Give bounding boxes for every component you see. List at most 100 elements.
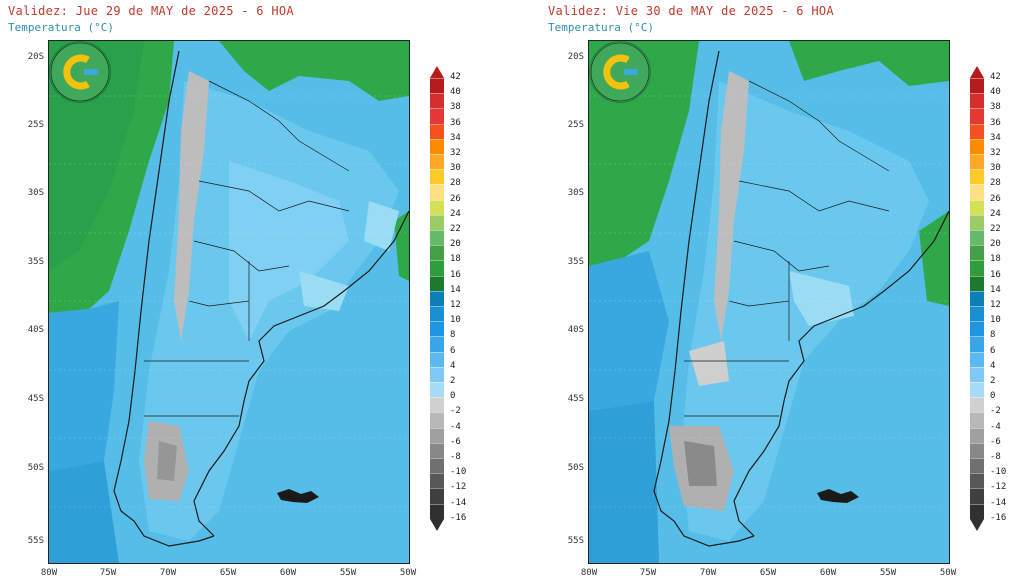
colorbar-segment (430, 169, 444, 185)
colorbar-label: 14 (990, 284, 1001, 295)
colorbar-label: -10 (990, 467, 1007, 478)
colorbar-segment (970, 458, 984, 474)
colorbar-segment (430, 351, 444, 367)
colorbar-segment (970, 260, 984, 276)
colorbar-label: -14 (450, 497, 467, 508)
colorbar-label: 12 (990, 300, 1001, 310)
colorbar-label: 26 (990, 193, 1001, 204)
colorbar-label: -12 (450, 482, 467, 493)
colorbar-label: -2 (990, 406, 1001, 417)
colorbar-segment (430, 336, 444, 352)
colorbar-label: 20 (450, 239, 461, 250)
lat-label-30s: 30S (27, 188, 44, 198)
lat-label-20s: 20S (27, 52, 44, 62)
colorbar-segment (430, 184, 444, 200)
colorbar-label: 12 (450, 300, 461, 310)
colorbar-label: 2 (990, 376, 996, 386)
colorbar-segment (970, 169, 984, 185)
colorbar-segment (430, 93, 444, 109)
lat-label-35s: 35S (27, 257, 44, 267)
colorbar-segment (430, 397, 444, 413)
colorbar-label: -2 (450, 406, 461, 417)
validity-title: Validez: Vie 30 de MAY de 2025 - 6 HOA (548, 4, 834, 18)
lat-label-50s: 50S (567, 463, 584, 473)
colorbar-segment (430, 321, 444, 337)
lon-label-80w: 80W (40, 568, 58, 578)
colorbar-label: -16 (990, 512, 1007, 523)
forecast-panel-jue-29: Validez: Jue 29 de MAY de 2025 - 6 HOA T… (8, 4, 467, 578)
lat-label-55s: 55S (27, 536, 44, 546)
colorbar-segment (430, 473, 444, 489)
colorbar-segment (430, 260, 444, 276)
colorbar-bottom-arrow (430, 518, 444, 531)
colorbar-label: 6 (990, 345, 996, 356)
colorbar-segment (970, 184, 984, 200)
colorbar-label: 40 (450, 87, 461, 98)
variable-subtitle: Temperatura (°C) (8, 21, 114, 34)
colorbar-label: 18 (990, 254, 1001, 265)
lat-label-45s: 45S (27, 394, 44, 404)
colorbar-label: -12 (990, 482, 1007, 493)
colorbar-segment (970, 442, 984, 458)
colorbar-segment (970, 473, 984, 489)
colorbar-segment (970, 503, 984, 519)
lon-label-75w: 75W (99, 568, 117, 578)
colorbar-label: 28 (990, 178, 1001, 189)
colorbar-segment (430, 154, 444, 170)
colorbar-segment (970, 397, 984, 413)
lat-label-55s: 55S (567, 536, 584, 546)
variable-subtitle: Temperatura (°C) (548, 21, 654, 34)
colorbar-segment (970, 214, 984, 230)
forecast-panel-vie-30: Validez: Vie 30 de MAY de 2025 - 6 HOA T… (540, 0, 1012, 582)
lat-label-40s: 40S (567, 325, 584, 335)
lat-label-45s: 45S (567, 394, 584, 404)
colorbar-segment (430, 199, 444, 215)
colorbar-label: 4 (990, 360, 996, 371)
lon-label-55w: 55W (879, 568, 897, 578)
lon-label-65w: 65W (219, 568, 237, 578)
lon-label-60w: 60W (279, 568, 297, 578)
lon-label-75w: 75W (639, 568, 657, 578)
colorbar-label: 2 (450, 376, 456, 386)
lat-label-25s: 25S (567, 120, 584, 130)
colorbar-label: 0 (450, 391, 456, 402)
temperature-field (49, 41, 409, 563)
colorbar-top-arrow (970, 66, 984, 78)
colorbar-segment (430, 123, 444, 139)
colorbar-segment (970, 306, 984, 322)
colorbar-label: 8 (990, 330, 996, 341)
colorbar-label: -14 (990, 497, 1007, 508)
colorbar-segment (970, 321, 984, 337)
lon-label-60w: 60W (819, 568, 837, 578)
colorbar-segment (430, 78, 444, 94)
temperature-map (588, 40, 950, 564)
colorbar-segment (430, 503, 444, 519)
colorbar-segment (970, 275, 984, 291)
colorbar-label: 32 (450, 148, 461, 158)
colorbar-segment (430, 245, 444, 261)
colorbar-bottom-arrow (970, 518, 984, 531)
colorbar-segment (970, 78, 984, 94)
lon-label-50w: 50W (399, 568, 417, 578)
colorbar-label: 18 (450, 254, 461, 265)
colorbar-label: -8 (990, 452, 1001, 462)
smn-logo (589, 41, 651, 103)
colorbar-segment (970, 123, 984, 139)
colorbar-segment (970, 93, 984, 109)
colorbar-label: 30 (450, 163, 461, 174)
colorbar-segment (430, 306, 444, 322)
colorbar-label: 16 (990, 269, 1001, 280)
temperature-map (48, 40, 410, 564)
lat-label-30s: 30S (567, 188, 584, 198)
colorbar-label: 34 (990, 132, 1001, 143)
colorbar-segment (970, 488, 984, 504)
colorbar-segment (970, 336, 984, 352)
colorbar-label: 42 (990, 72, 1001, 82)
lat-label-40s: 40S (27, 325, 44, 335)
colorbar-segment (970, 382, 984, 398)
colorbar-segment (970, 366, 984, 382)
colorbar-label: 30 (990, 163, 1001, 174)
colorbar-segment (970, 108, 984, 124)
colorbar-label: 10 (990, 315, 1001, 326)
colorbar-segment (970, 154, 984, 170)
